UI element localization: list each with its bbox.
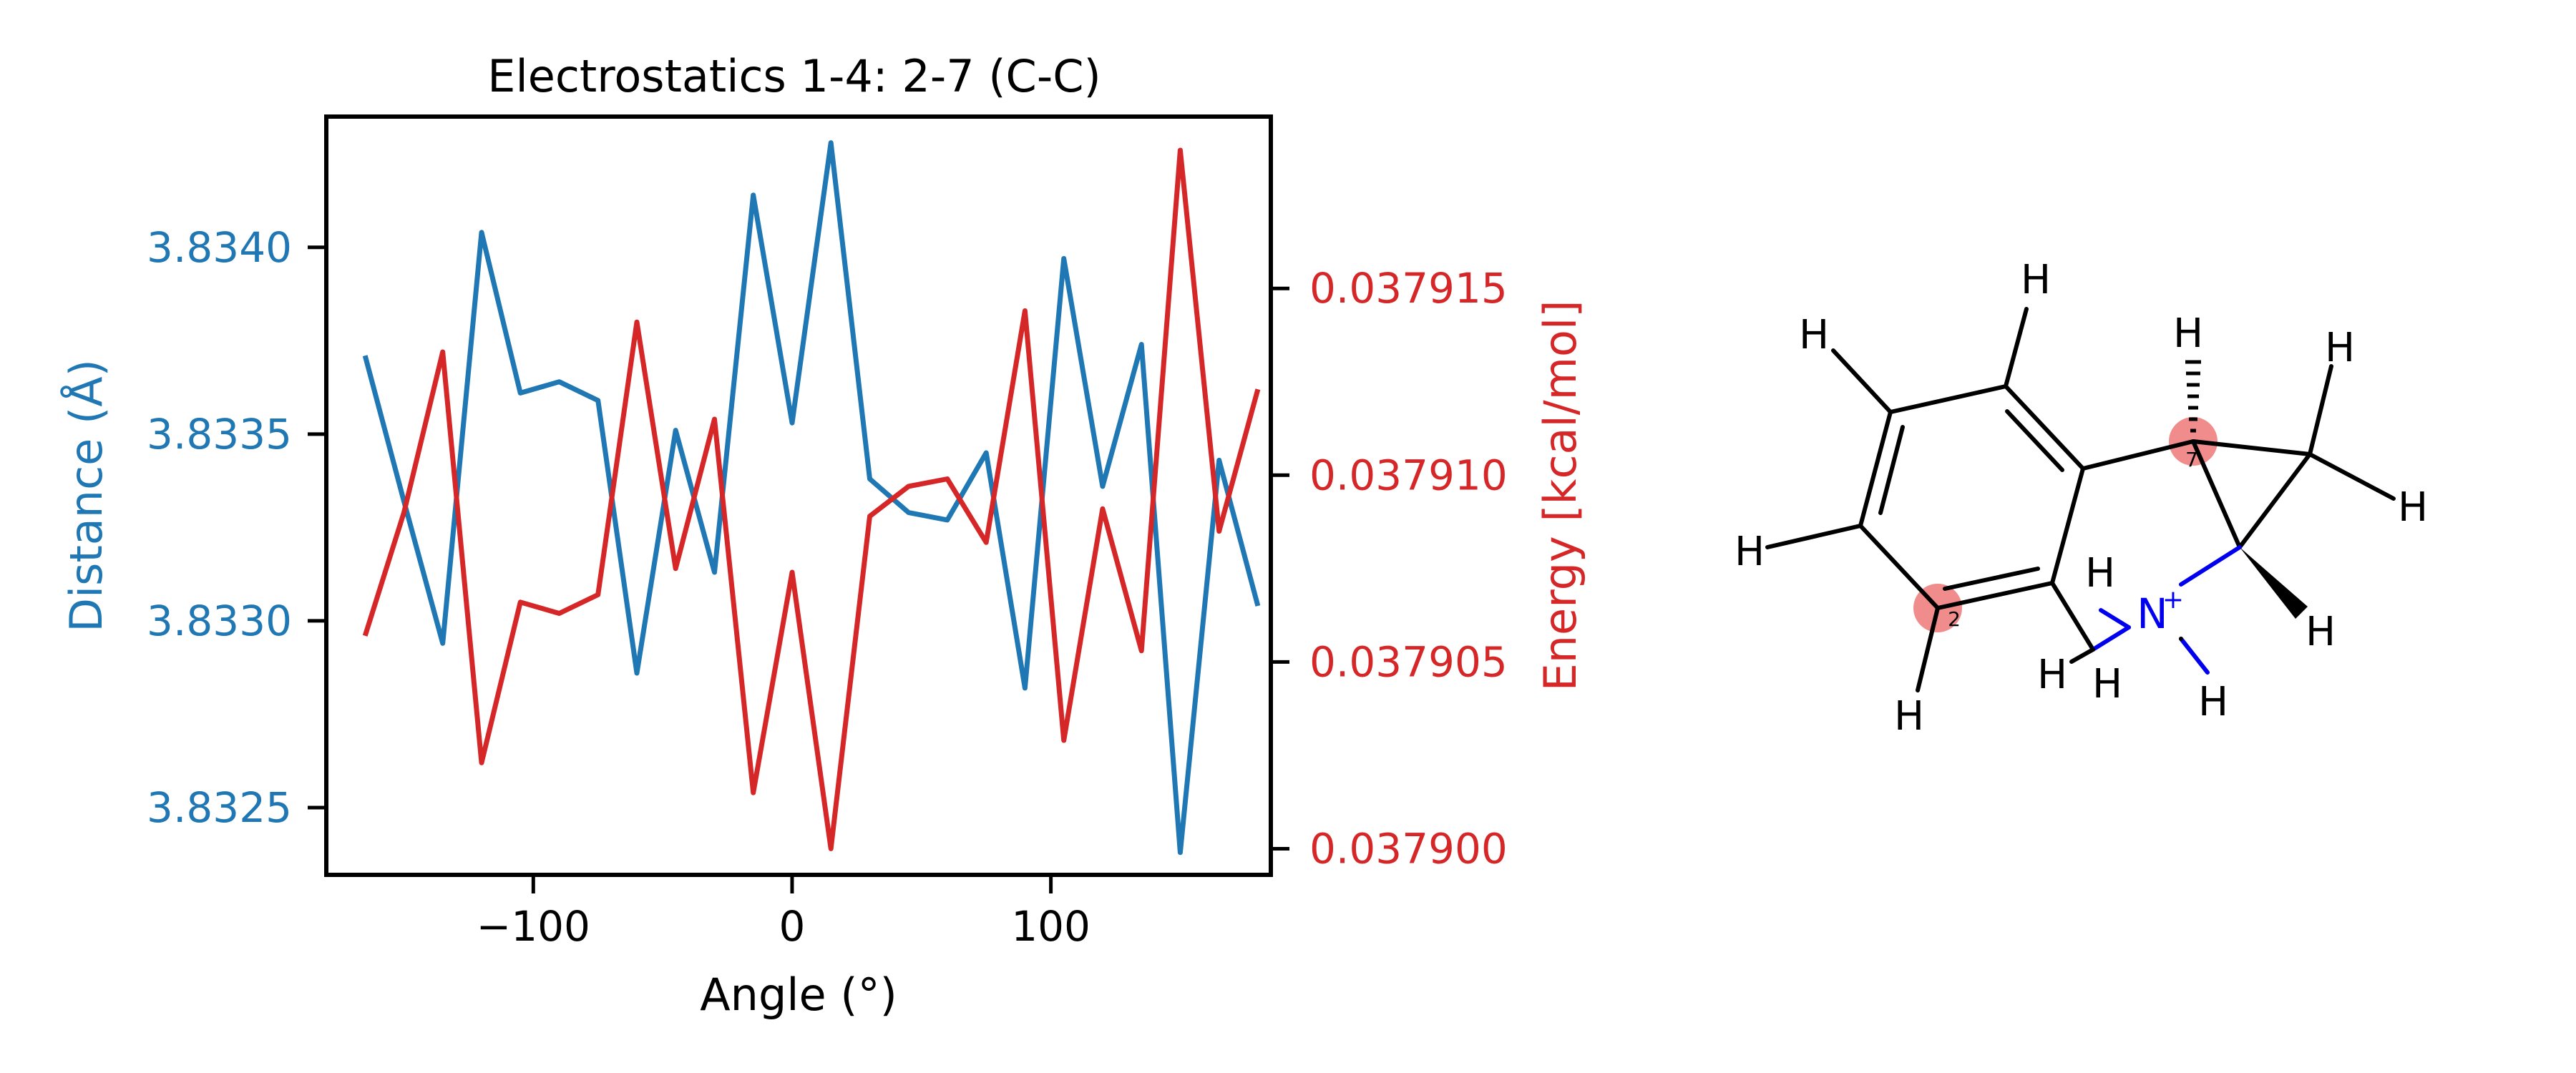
atom-label: H xyxy=(2398,484,2428,531)
bond xyxy=(1888,384,2008,414)
y-tick-label-right: 0.037905 xyxy=(1309,637,1508,686)
charge-label: + xyxy=(2162,585,2184,614)
hashed-wedge xyxy=(2185,360,2201,433)
bond-h xyxy=(2308,364,2333,456)
bond xyxy=(1858,410,1893,528)
nitrogen-label: N xyxy=(2137,589,2167,638)
bond-double-inner xyxy=(1878,425,1905,515)
atom-label: H xyxy=(1894,693,1924,740)
bond xyxy=(2191,439,2242,549)
x-tick-label: 0 xyxy=(779,902,806,951)
bond-h xyxy=(2308,452,2396,501)
y-tick-label-left: 3.8340 xyxy=(147,223,292,272)
bond-double-inner xyxy=(1943,567,2040,591)
y-tick-label-right: 0.037910 xyxy=(1309,451,1508,499)
bonds xyxy=(1765,307,2396,692)
x-axis-label: Angle (°) xyxy=(700,969,897,1021)
solid-wedge xyxy=(2240,547,2308,619)
bond xyxy=(2238,452,2312,549)
y-tick-label-left: 3.8330 xyxy=(147,597,292,645)
bond xyxy=(2004,384,2085,471)
atom-label: H xyxy=(2306,609,2336,655)
atom-label: H xyxy=(2085,550,2115,597)
nitrogen-bonds xyxy=(2091,545,2242,675)
y-tick-label-right: 0.037915 xyxy=(1309,264,1508,313)
bond-double-inner xyxy=(2005,409,2064,472)
y-tick-label-left: 3.8325 xyxy=(147,783,292,832)
bond xyxy=(1936,581,2054,610)
atom-labels: H H H H H H H H H H H H xyxy=(1735,257,2428,740)
atom-index-label: 2 xyxy=(1948,607,1961,631)
bond-h xyxy=(1831,348,1893,414)
atom-label: H xyxy=(2325,325,2355,371)
bond-h xyxy=(2004,307,2029,388)
atom-label: H xyxy=(1735,529,1765,575)
bond xyxy=(2050,581,2095,652)
atom-index-label: 7 xyxy=(2185,448,2198,471)
molecule-structure: H H H H H H H H H H H H N + 2 7 xyxy=(1735,257,2428,740)
y-axis-label-left: Distance (Å) xyxy=(60,359,112,632)
bond xyxy=(2050,466,2085,585)
series-line-distance xyxy=(362,140,1261,856)
ticks-layer: −100 0 100 3.8325 3.8330 3.8335 3.8340 0.037900… xyxy=(147,223,1508,951)
bond xyxy=(1858,524,1940,610)
plot-frame xyxy=(324,114,1273,877)
atom-label: H xyxy=(1799,312,1829,358)
series-layer xyxy=(362,140,1261,856)
x-tick-label: 100 xyxy=(1011,902,1091,951)
chart: Electrostatics 1-4: 2-7 (C-C) −100 0 100 3.… xyxy=(60,50,1586,1021)
atom-label: H xyxy=(2198,679,2228,725)
nh-bonds xyxy=(2069,637,2183,664)
bond-h xyxy=(1916,606,1940,692)
bond xyxy=(2081,439,2195,471)
atom-label: H xyxy=(2037,652,2067,698)
y-axis-label-right: Energy [kcal/mol] xyxy=(1534,300,1586,692)
y-tick-label-left: 3.8335 xyxy=(147,410,292,459)
bond xyxy=(2191,439,2312,456)
chart-title: Electrostatics 1-4: 2-7 (C-C) xyxy=(487,50,1101,102)
x-tick-label: −100 xyxy=(477,902,590,951)
series-line-energy xyxy=(362,147,1261,851)
atom-label: H xyxy=(2092,661,2122,707)
atom-label: H xyxy=(2021,257,2051,303)
y-tick-label-right: 0.037900 xyxy=(1309,824,1508,873)
bond-h xyxy=(1765,524,1863,549)
atom-label: H xyxy=(2173,310,2203,357)
